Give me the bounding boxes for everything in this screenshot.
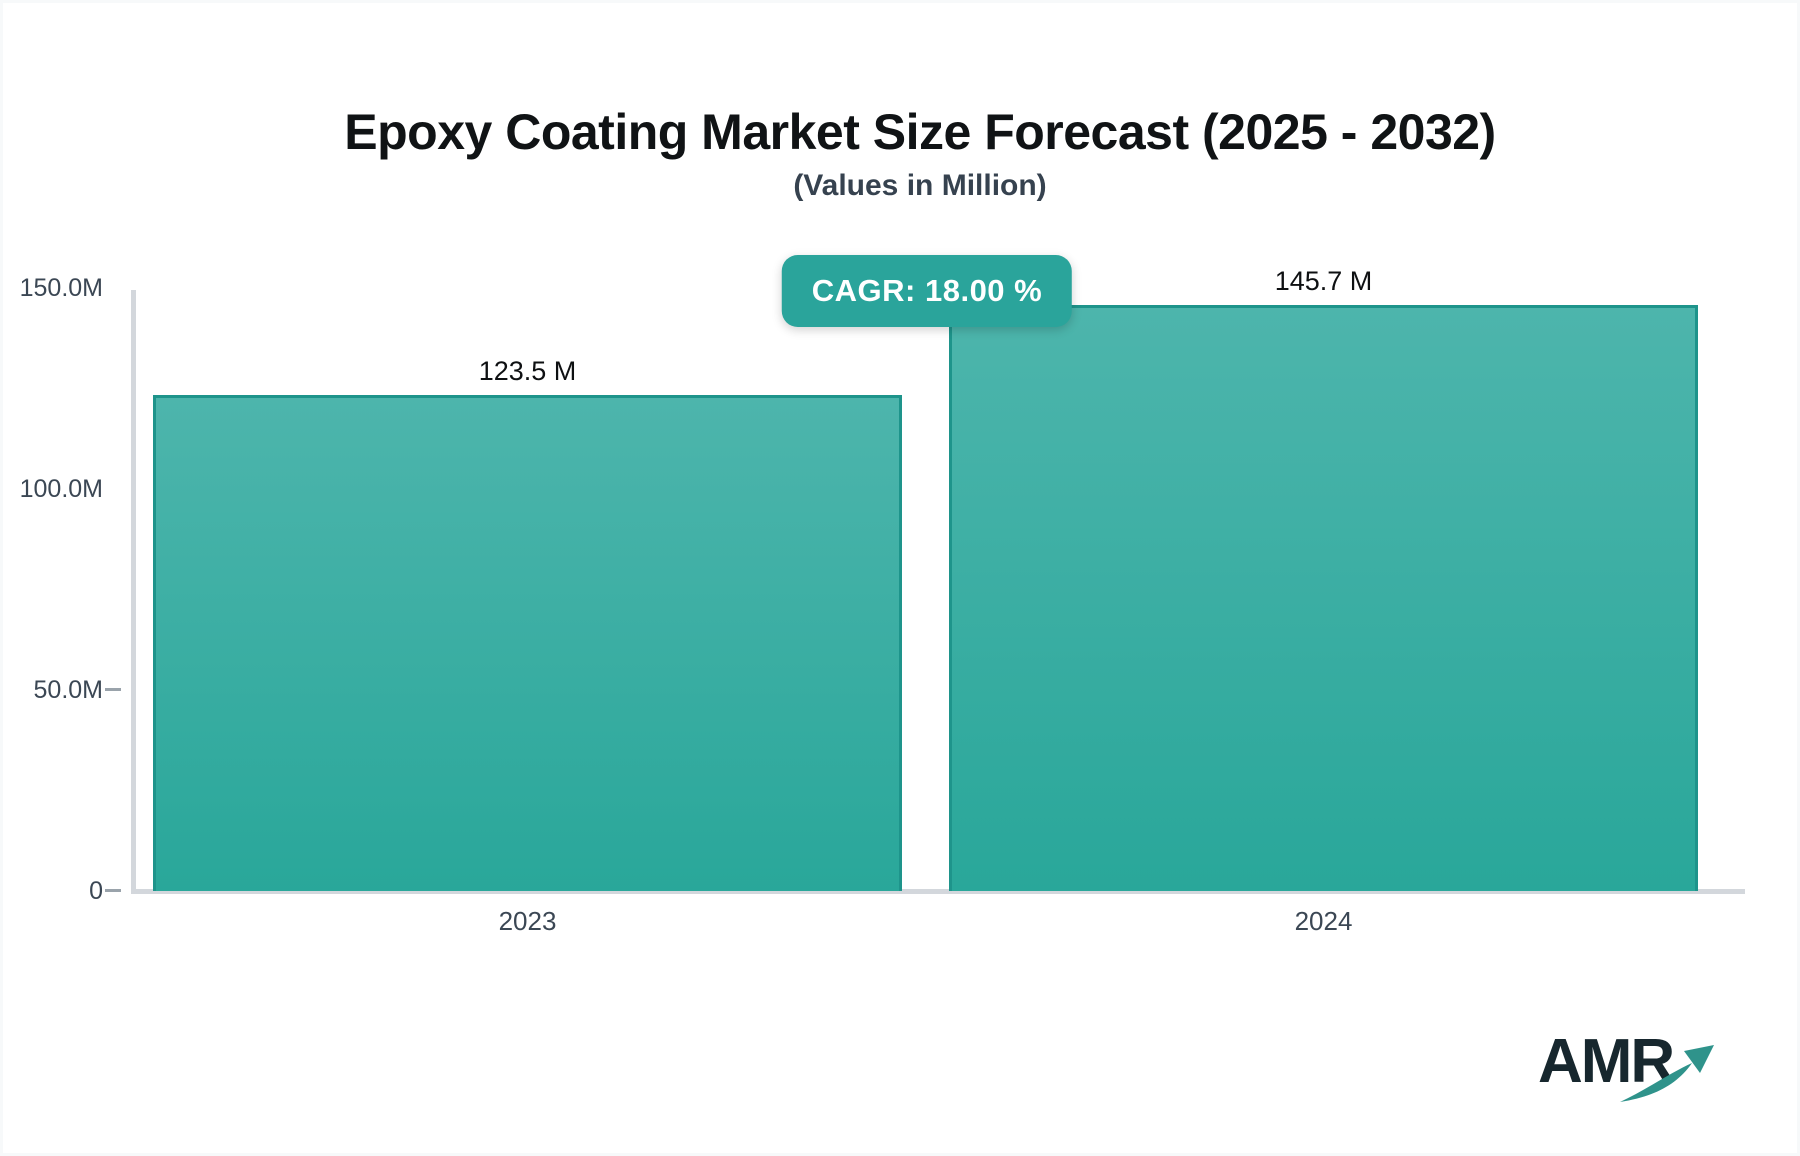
chart-subtitle: (Values in Million) bbox=[793, 169, 1047, 202]
amr-logo-text: AMR bbox=[1538, 1027, 1675, 1096]
cagr-badge: CAGR: 18.00 % bbox=[781, 255, 1073, 327]
x-axis-line bbox=[131, 889, 1745, 894]
y-tick-label: 50.0M bbox=[33, 676, 103, 704]
x-axis-category-label: 2024 bbox=[1294, 906, 1353, 936]
x-axis-category-label: 2023 bbox=[498, 906, 557, 936]
bar-value-label: 145.7 M bbox=[1274, 266, 1373, 296]
y-tick-mark bbox=[105, 889, 121, 892]
bar-2023[interactable] bbox=[153, 395, 902, 891]
y-axis-line bbox=[131, 290, 136, 894]
growth-arrow-icon bbox=[1620, 1045, 1714, 1102]
bar-2024[interactable] bbox=[949, 305, 1698, 891]
y-tick-mark bbox=[105, 688, 121, 691]
amr-logo: AMR bbox=[1538, 1031, 1738, 1121]
y-tick-label: 0 bbox=[89, 877, 103, 905]
chart-title: Epoxy Coating Market Size Forecast (2025… bbox=[344, 104, 1496, 160]
bar-value-label: 123.5 M bbox=[478, 356, 577, 386]
y-tick-label: 150.0M bbox=[19, 274, 103, 302]
y-tick-label: 100.0M bbox=[19, 475, 103, 503]
